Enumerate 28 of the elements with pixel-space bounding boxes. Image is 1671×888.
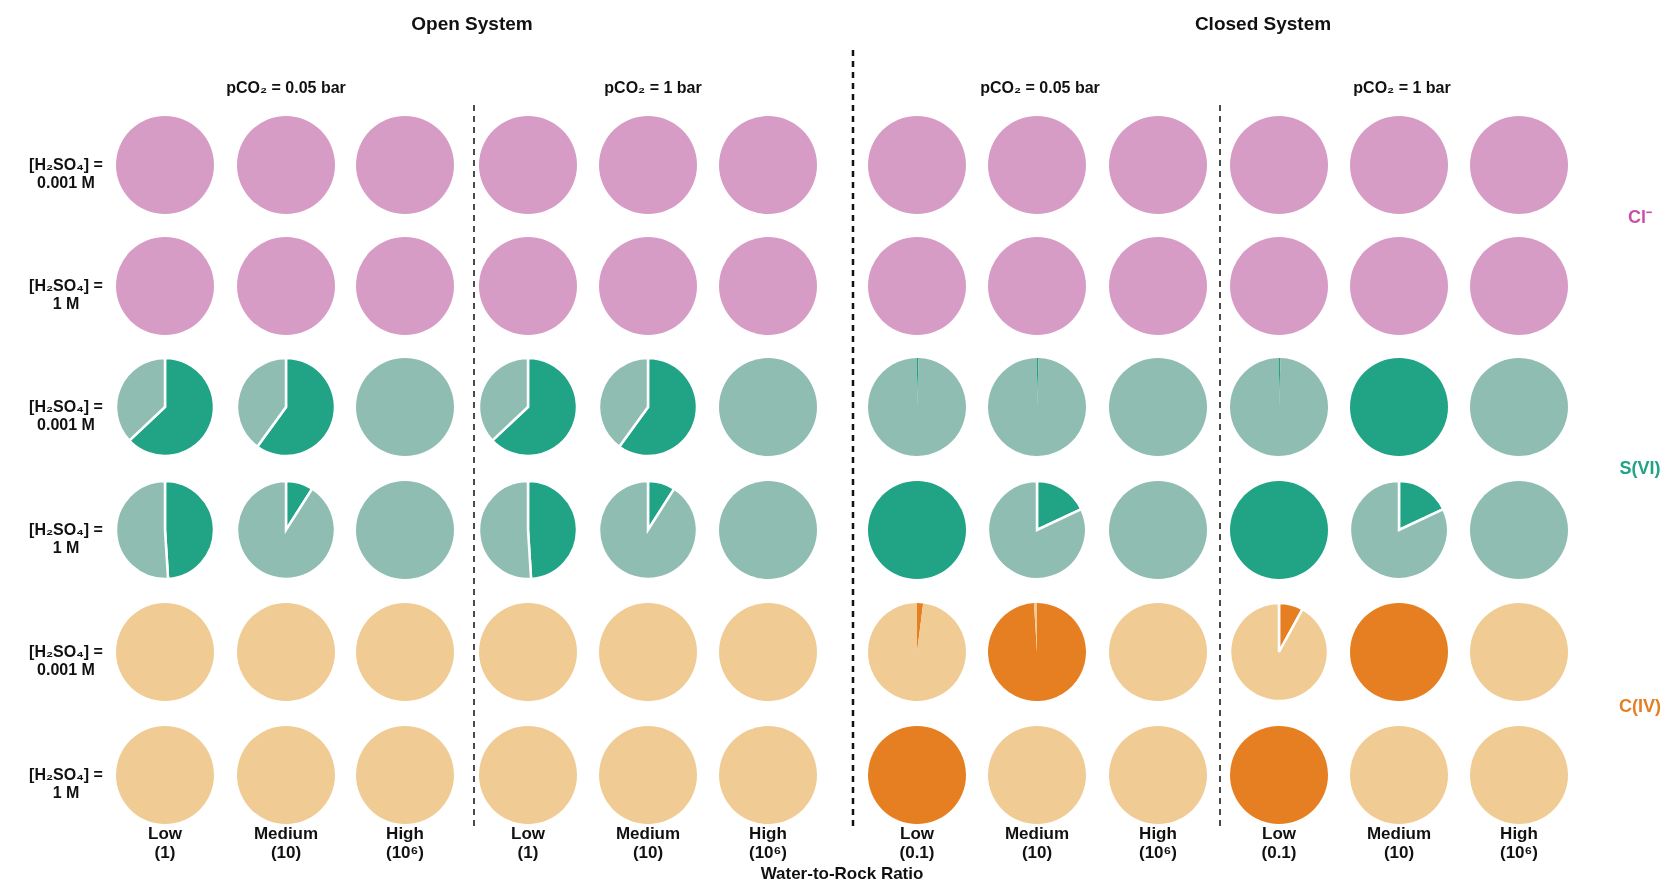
text: Cl⁻ [1628,207,1652,227]
text: Low (0.1) [1261,824,1297,862]
text: Medium (10) [1366,824,1432,862]
text: [H₂SO₄] = 0.001 M [29,398,103,433]
text: pCO₂ = 1 bar [604,79,702,96]
text: Closed System [1194,13,1332,34]
text: High (10⁶) [385,824,425,862]
text: Water-to-Rock Ratio [760,864,924,883]
text: Medium (10) [1004,824,1070,862]
text: Open System [411,13,533,34]
text: [H₂SO₄] = 0.001 M [29,156,103,191]
text: [H₂SO₄] = 1 M [29,277,103,312]
text: Medium (10) [615,824,681,862]
text: S(VI) [1619,458,1661,478]
text: Medium (10) [253,824,319,862]
text: [H₂SO₄] = 1 M [29,766,103,801]
text: High (10⁶) [748,824,788,862]
text: Low (0.1) [899,824,935,862]
text: Low (1) [148,824,183,862]
text: [H₂SO₄] = 1 M [29,521,103,556]
text: C(IV) [1619,696,1661,716]
text: pCO₂ = 0.05 bar [226,79,346,96]
text: pCO₂ = 0.05 bar [980,79,1100,96]
text: High (10⁶) [1138,824,1178,862]
text: [H₂SO₄] = 0.001 M [29,643,103,678]
text: pCO₂ = 1 bar [1353,79,1451,96]
text: High (10⁶) [1499,824,1539,862]
text: Low (1) [511,824,546,862]
